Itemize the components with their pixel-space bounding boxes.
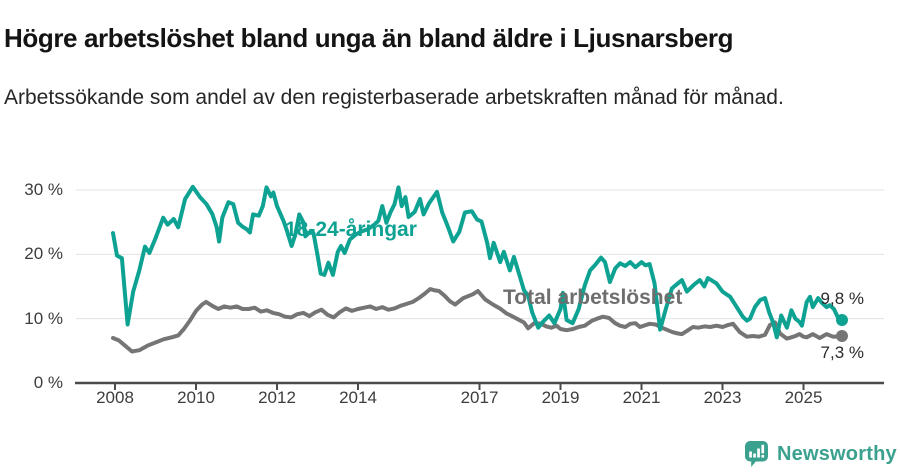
newsworthy-logo-icon <box>743 440 770 468</box>
x-tick-label: 2008 <box>96 388 134 407</box>
y-tick-label: 10 % <box>24 308 63 328</box>
bar-2 <box>753 453 756 458</box>
series-label-total: Total arbetslöshet <box>503 286 683 309</box>
end-value-label-total: 7,3 % <box>820 343 864 362</box>
y-tick-label: 0 % <box>33 373 63 392</box>
end-value-label-youth: 9,8 % <box>820 289 864 308</box>
x-tick-label: 2023 <box>703 388 742 407</box>
x-tick-label: 2017 <box>460 388 499 407</box>
x-tick-label: 2019 <box>541 388 580 407</box>
page-title: Högre arbetslöshet bland unga än bland ä… <box>4 23 734 54</box>
x-tick-label: 2014 <box>339 388 377 407</box>
x-tick-label: 2010 <box>177 388 215 407</box>
exclamation-stem <box>761 444 765 454</box>
bar-1 <box>749 451 752 458</box>
y-tick-label: 20 % <box>24 244 63 264</box>
series-label-youth: 18-24-åringar <box>285 218 417 241</box>
series-line-Total arbetslöshet <box>111 287 844 354</box>
x-tick-label: 2012 <box>258 388 296 407</box>
series-line-18-24-åringar <box>111 184 844 340</box>
chart-subtitle: Arbetssökande som andel av den registerb… <box>4 86 784 109</box>
speech-bubble-shape <box>745 441 768 467</box>
series-end-dot <box>835 330 848 343</box>
newsworthy-logo: Newsworthy <box>743 440 897 468</box>
newsworthy-logo-text: Newsworthy <box>777 443 897 465</box>
y-tick-label: 30 % <box>24 180 63 199</box>
x-tick-label: 2025 <box>784 388 823 407</box>
bar-3 <box>757 448 760 458</box>
series-end-dot <box>835 313 848 326</box>
x-tick-label: 2021 <box>622 388 661 407</box>
exclamation-dot <box>761 455 765 458</box>
